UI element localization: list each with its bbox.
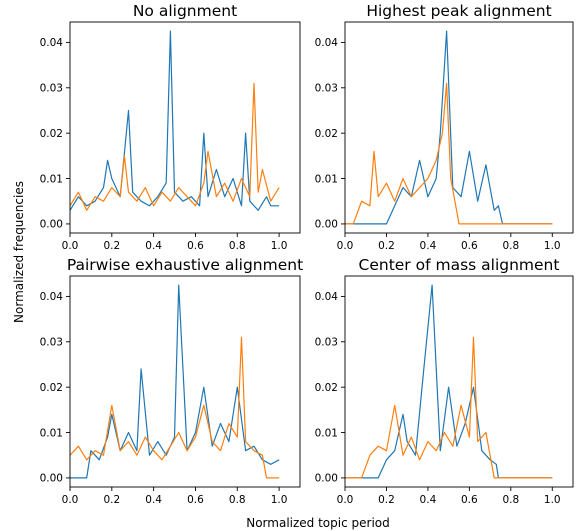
series-line [70, 82, 280, 211]
y-tick-label: 0.00 [40, 473, 63, 485]
chart-title: Center of mass alignment [359, 256, 560, 274]
y-tick-label: 0.01 [40, 427, 63, 439]
y-tick-label: 0.03 [315, 83, 338, 95]
y-tick-label: 0.02 [315, 128, 338, 140]
x-tick-label: 1.0 [544, 240, 561, 252]
axes-frame [344, 21, 574, 234]
series-line [345, 336, 553, 479]
y-tick-label: 0.00 [315, 219, 338, 231]
x-tick-label: 1.0 [544, 494, 561, 506]
y-tick-label: 0.01 [315, 173, 338, 185]
y-tick-label: 0.04 [40, 291, 64, 303]
chart-title: No alignment [133, 2, 237, 20]
x-tick-label: 0.4 [420, 240, 437, 252]
series-line [345, 30, 553, 225]
series-line [70, 30, 280, 211]
x-tick-label: 0.6 [187, 240, 204, 252]
y-tick-label: 0.03 [315, 337, 338, 349]
series-line [345, 284, 553, 479]
x-tick-label: 0.0 [62, 240, 79, 252]
x-tick-label: 0.8 [229, 494, 246, 506]
chart-panel: No alignment 0.0 0.2 0.4 0.6 0.8 1.0 0.00 0.01 0.… [40, 2, 301, 252]
y-tick-label: 0.03 [40, 337, 63, 349]
y-tick-label: 0.04 [315, 37, 339, 49]
y-tick-label: 0.00 [315, 473, 338, 485]
y-tick-label: 0.00 [40, 219, 63, 231]
series-line [70, 284, 280, 479]
x-tick-label: 0.8 [229, 240, 246, 252]
x-tick-label: 0.2 [103, 494, 120, 506]
y-axis-label: Normalized frequencies [12, 181, 26, 323]
axes-frame [69, 275, 301, 488]
y-tick-label: 0.04 [315, 291, 339, 303]
y-tick-label: 0.01 [315, 427, 338, 439]
chart-panel: Highest peak alignment 0.0 0.2 0.4 0.6 0.8 1.0… [315, 2, 574, 252]
x-tick-label: 0.6 [187, 494, 204, 506]
axes-frame [344, 275, 574, 488]
axes-frame [69, 21, 301, 234]
x-tick-label: 1.0 [271, 494, 288, 506]
x-tick-label: 0.6 [461, 240, 478, 252]
y-tick-label: 0.01 [40, 173, 63, 185]
x-tick-label: 0.8 [502, 240, 519, 252]
x-tick-label: 0.4 [420, 494, 437, 506]
panels: No alignment 0.0 0.2 0.4 0.6 0.8 1.0 0.00 0.01 0.… [40, 2, 574, 506]
series-line [70, 336, 280, 479]
x-tick-label: 0.0 [337, 240, 354, 252]
chart-title: Highest peak alignment [366, 2, 551, 20]
x-tick-label: 0.2 [378, 240, 395, 252]
x-tick-label: 0.0 [62, 494, 79, 506]
chart-panel: Center of mass alignment 0.0 0.2 0.4 0.6 0.8 1… [315, 256, 574, 506]
series-line [345, 82, 553, 225]
x-axis-label: Normalized topic period [246, 516, 390, 530]
y-tick-label: 0.02 [40, 128, 63, 140]
x-tick-label: 0.2 [378, 494, 395, 506]
x-tick-label: 0.8 [502, 494, 519, 506]
y-tick-label: 0.04 [40, 37, 64, 49]
y-tick-label: 0.03 [40, 83, 63, 95]
x-tick-label: 0.4 [145, 494, 162, 506]
x-tick-label: 0.2 [103, 240, 120, 252]
x-tick-label: 1.0 [271, 240, 288, 252]
y-tick-label: 0.02 [40, 382, 63, 394]
x-tick-label: 0.0 [337, 494, 354, 506]
chart-panel: Pairwise exhaustive alignment 0.0 0.2 0.4 0.… [40, 256, 304, 506]
x-tick-label: 0.4 [145, 240, 162, 252]
y-tick-label: 0.02 [315, 382, 338, 394]
chart-title: Pairwise exhaustive alignment [67, 256, 303, 274]
x-tick-label: 0.6 [461, 494, 478, 506]
